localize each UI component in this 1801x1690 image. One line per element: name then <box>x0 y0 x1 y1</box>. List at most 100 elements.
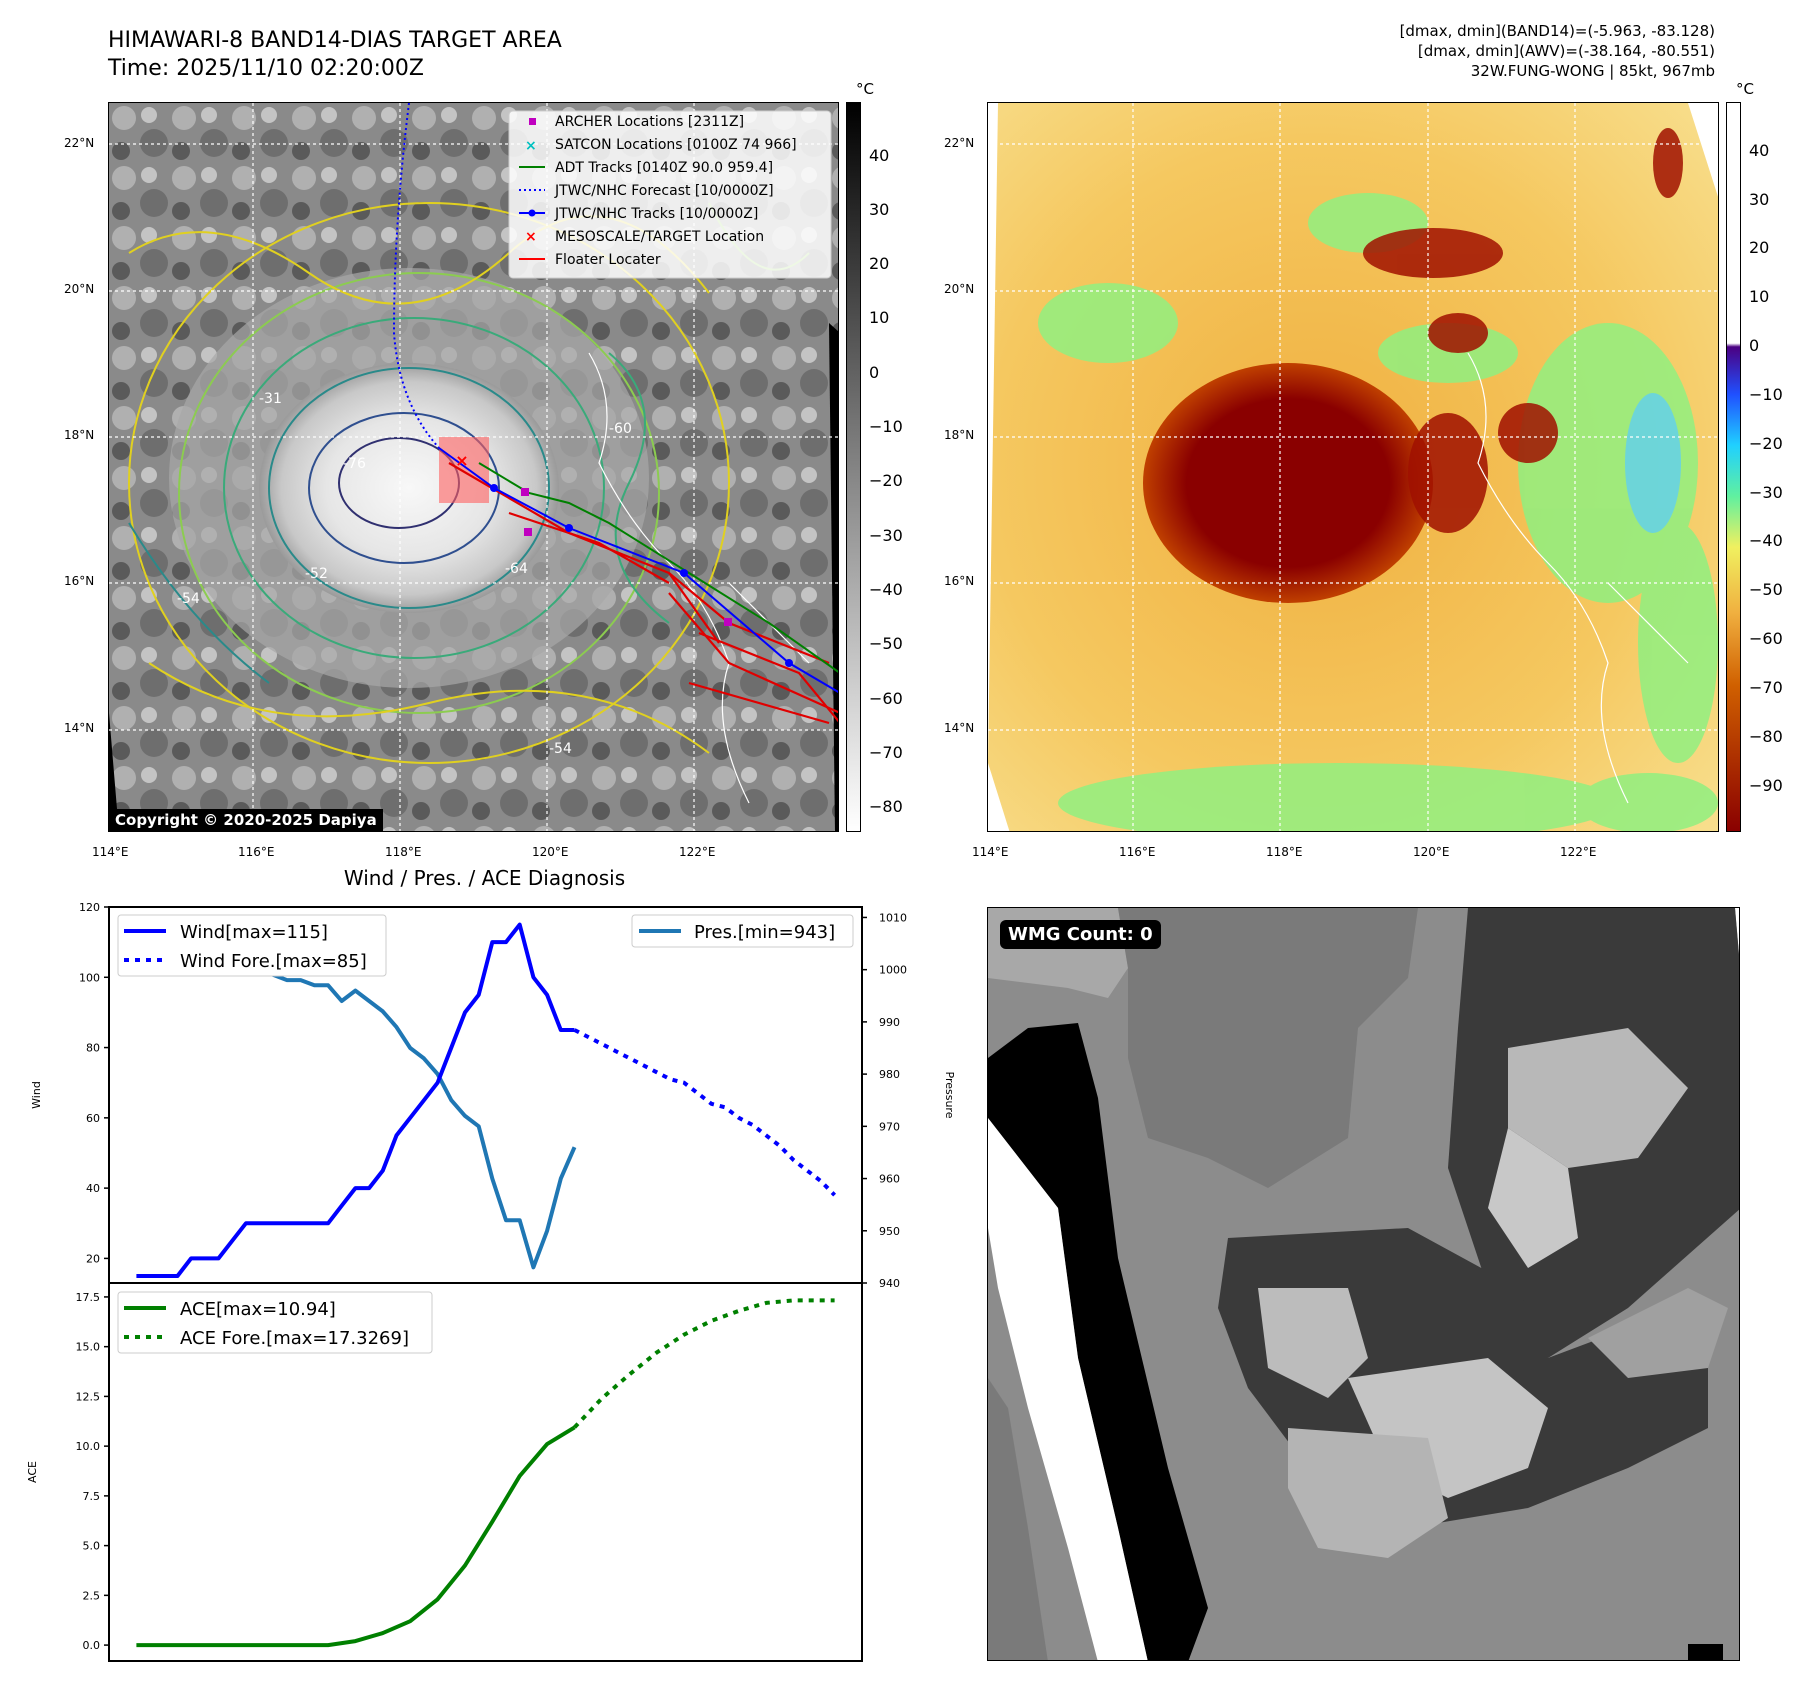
legend-label: Floater Locater <box>555 252 661 268</box>
colorbar-tick: −90 <box>1749 776 1783 795</box>
colorbar-tick: −40 <box>1749 531 1783 550</box>
ace-yticks: 0.0 2.5 5.0 7.5 10.0 12.5 15.0 17.5 <box>76 1291 109 1652</box>
contour-label: -76 <box>343 456 366 472</box>
colorbar-tick: −80 <box>1749 727 1783 746</box>
lon-label: 122°E <box>679 845 716 859</box>
legend-label: Pres.[min=943] <box>694 922 835 943</box>
wmg-panel: WMG Count: 0 <box>987 907 1740 1661</box>
pressure-legend: Pres.[min=943] <box>631 914 854 948</box>
ace-tick-label: 5.0 <box>83 1540 101 1553</box>
lon-label: 118°E <box>1266 845 1303 859</box>
pressure-tick-label: 950 <box>879 1225 900 1238</box>
wind-line <box>136 922 575 1278</box>
contour-label: -52 <box>305 566 328 582</box>
colorbar-tick: 40 <box>869 146 890 165</box>
awv-map-panel <box>987 102 1719 832</box>
lon-label: 120°E <box>532 845 569 859</box>
wmg-count-badge: WMG Count: 0 <box>1000 920 1161 949</box>
colorbar-tick: −50 <box>1749 580 1783 599</box>
legend-label: SATCON Locations [0100Z 74 966] <box>555 137 797 153</box>
ir-colorbar <box>846 102 861 832</box>
ace-lines <box>136 1298 835 1648</box>
colorbar-tick: 20 <box>1749 238 1770 257</box>
colorbar-tick: −30 <box>869 526 903 545</box>
ace-tick-label: 7.5 <box>83 1490 101 1503</box>
stats-band14: [dmax, dmin](BAND14)=(-5.963, -83.128) <box>1399 22 1715 40</box>
wind-tick-label: 40 <box>86 1182 100 1195</box>
wind-tick-label: 20 <box>86 1252 100 1265</box>
ir-map-svg: × -76 -64 -54 -52 -31 -60 -54 × × ARCHER… <box>109 103 838 831</box>
mesoscale-box <box>439 437 489 503</box>
pressure-tick-label: 1000 <box>879 964 907 977</box>
copyright-badge: Copyright © 2020-2025 Dapiya <box>109 809 383 831</box>
awv-map-svg <box>988 103 1718 831</box>
colorbar-tick: −30 <box>1749 483 1783 502</box>
ace-tick-label: 12.5 <box>76 1390 101 1403</box>
figure-time: Time: 2025/11/10 02:20:00Z <box>108 56 424 81</box>
diag-title: Wind / Pres. / ACE Diagnosis <box>343 866 626 890</box>
wind-forecast-line <box>573 1028 837 1197</box>
ace-tick-label: 15.0 <box>76 1341 101 1354</box>
lon-label: 118°E <box>385 845 422 859</box>
ace-forecast-line <box>573 1298 835 1429</box>
colorbar-tick: 10 <box>869 308 890 327</box>
wind-tick-label: 120 <box>79 901 100 914</box>
colorbar-tick: −20 <box>869 471 903 490</box>
archer-marker <box>524 528 532 536</box>
pressure-tick-label: 1010 <box>879 911 907 924</box>
contour-label: -60 <box>609 421 632 437</box>
colorbar-tick: −50 <box>869 634 903 653</box>
lat-label: 22°N <box>944 136 975 150</box>
lat-label: 14°N <box>64 721 95 735</box>
awv-moist-patches <box>1363 128 1683 533</box>
colorbar-tick: −80 <box>869 797 903 816</box>
colorbar-tick: 40 <box>1749 141 1770 160</box>
lon-label: 114°E <box>92 845 129 859</box>
contour-label: -54 <box>177 591 200 607</box>
floater-locater <box>448 462 838 725</box>
legend-archer-swatch <box>529 118 536 125</box>
lon-label: 116°E <box>1119 845 1156 859</box>
ir-nodata-edge <box>829 323 838 831</box>
ace-legend: ACE[max=10.94] ACE Fore.[max=17.3269] <box>117 1291 433 1354</box>
lat-label: 16°N <box>944 574 975 588</box>
wind-yticks: 20 40 60 80 100 120 <box>79 901 109 1265</box>
ir-contour-labels: -76 -64 -54 -52 -31 -60 -54 <box>177 391 632 757</box>
colorbar-tick: 0 <box>869 363 880 382</box>
contour-label: -54 <box>549 741 572 757</box>
wind-tick-label: 100 <box>79 971 100 984</box>
legend-label: Wind Fore.[max=85] <box>180 951 367 972</box>
lat-label: 20°N <box>64 282 95 296</box>
ir-map-panel: × -76 -64 -54 -52 -31 -60 -54 × × ARCHER… <box>108 102 839 832</box>
jtwc-forecast <box>392 103 440 449</box>
wmg-black-band <box>988 1023 1208 1660</box>
colorbar-tick: −70 <box>1749 678 1783 697</box>
legend-label: MESOSCALE/TARGET Location <box>555 229 764 245</box>
target-marker: × <box>455 451 468 470</box>
legend-target-swatch: × <box>525 229 537 245</box>
wind-ylabel: Wind <box>30 1081 43 1109</box>
colorbar-tick: −70 <box>869 743 903 762</box>
awv-coastline <box>1467 352 1689 804</box>
ace-tick-label: 2.5 <box>83 1589 101 1602</box>
legend-label: ACE Fore.[max=17.3269] <box>180 1328 409 1349</box>
pressure-tick-label: 960 <box>879 1173 900 1186</box>
ace-tick-label: 17.5 <box>76 1291 101 1304</box>
legend-label: ARCHER Locations [2311Z] <box>555 114 744 130</box>
ir-legend: × × ARCHER Locations [2311Z] SATCON Loca… <box>508 110 832 279</box>
pressure-ylabel: Pressure <box>943 1072 956 1119</box>
track-point <box>680 569 688 577</box>
awv-core <box>1143 363 1433 603</box>
pressure-line <box>134 926 577 1270</box>
pressure-tick-label: 990 <box>879 1016 900 1029</box>
track-point <box>785 659 793 667</box>
legend-label: Wind[max=115] <box>180 922 328 943</box>
contour-label: -64 <box>505 561 528 577</box>
wmg-svg <box>988 908 1739 1660</box>
wind-tick-label: 80 <box>86 1042 100 1055</box>
ace-line <box>136 1425 576 1648</box>
awv-colorbar-unit: °C <box>1736 80 1754 98</box>
figure-title: HIMAWARI-8 BAND14-DIAS TARGET AREA <box>108 28 562 53</box>
legend-satcon-swatch: × <box>525 138 537 154</box>
colorbar-tick: −60 <box>1749 629 1783 648</box>
